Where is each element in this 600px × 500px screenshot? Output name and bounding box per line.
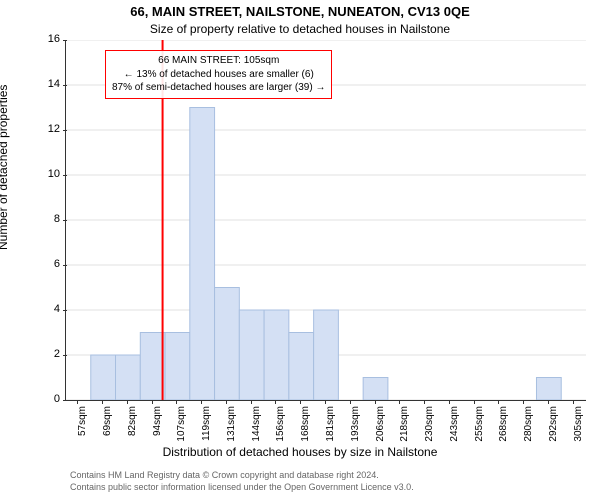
x-tick-label: 230sqm [424, 406, 435, 446]
x-tick-label: 107sqm [176, 406, 187, 446]
x-tick-label: 94sqm [152, 406, 163, 446]
x-tick-mark [102, 400, 103, 404]
y-tick-mark [63, 130, 67, 131]
x-tick-mark [424, 400, 425, 404]
x-tick-mark [548, 400, 549, 404]
x-tick-mark [350, 400, 351, 404]
x-tick-label: 82sqm [127, 406, 138, 446]
histogram-bar [264, 310, 289, 400]
annotation-line: 87% of semi-detached houses are larger (… [112, 81, 325, 95]
annotation-box: 66 MAIN STREET: 105sqm ← 13% of detached… [105, 50, 332, 99]
x-tick-mark [399, 400, 400, 404]
x-tick-label: 168sqm [300, 406, 311, 446]
x-tick-mark [275, 400, 276, 404]
x-tick-mark [300, 400, 301, 404]
x-tick-label: 268sqm [498, 406, 509, 446]
x-tick-label: 292sqm [548, 406, 559, 446]
x-tick-mark [573, 400, 574, 404]
x-tick-mark [498, 400, 499, 404]
x-tick-mark [127, 400, 128, 404]
histogram-bar [289, 333, 314, 401]
y-tick-mark [63, 220, 67, 221]
x-tick-mark [251, 400, 252, 404]
x-tick-mark [77, 400, 78, 404]
x-axis-label: Distribution of detached houses by size … [0, 445, 600, 459]
y-tick-label: 14 [30, 78, 60, 90]
chart-container: 66, MAIN STREET, NAILSTONE, NUNEATON, CV… [0, 0, 600, 500]
y-tick-mark [63, 355, 67, 356]
histogram-bar [91, 355, 116, 400]
y-tick-mark [63, 400, 67, 401]
histogram-bar [165, 333, 190, 401]
x-tick-mark [375, 400, 376, 404]
chart-title: 66, MAIN STREET, NAILSTONE, NUNEATON, CV… [0, 4, 600, 19]
y-tick-label: 16 [30, 33, 60, 45]
x-tick-label: 193sqm [350, 406, 361, 446]
y-tick-mark [63, 40, 67, 41]
x-tick-mark [201, 400, 202, 404]
x-tick-label: 305sqm [573, 406, 584, 446]
y-tick-label: 6 [30, 258, 60, 270]
histogram-bar [190, 108, 215, 401]
y-tick-mark [63, 310, 67, 311]
x-tick-label: 57sqm [77, 406, 88, 446]
y-axis-label: Number of detached properties [0, 85, 10, 250]
x-tick-label: 218sqm [399, 406, 410, 446]
histogram-bar [140, 333, 165, 401]
x-tick-label: 131sqm [226, 406, 237, 446]
footer-line: Contains public sector information licen… [70, 482, 414, 492]
x-tick-mark [226, 400, 227, 404]
chart-subtitle: Size of property relative to detached ho… [0, 22, 600, 36]
histogram-bar [116, 355, 141, 400]
x-tick-label: 144sqm [251, 406, 262, 446]
histogram-bar [314, 310, 339, 400]
y-tick-label: 0 [30, 393, 60, 405]
y-tick-label: 12 [30, 123, 60, 135]
x-tick-label: 255sqm [474, 406, 485, 446]
y-tick-mark [63, 175, 67, 176]
x-tick-mark [449, 400, 450, 404]
y-tick-label: 10 [30, 168, 60, 180]
annotation-line: ← 13% of detached houses are smaller (6) [112, 68, 325, 82]
x-tick-label: 181sqm [325, 406, 336, 446]
x-tick-mark [474, 400, 475, 404]
y-tick-label: 8 [30, 213, 60, 225]
x-tick-mark [176, 400, 177, 404]
x-tick-label: 119sqm [201, 406, 212, 446]
footer-line: Contains HM Land Registry data © Crown c… [70, 470, 379, 480]
y-tick-mark [63, 85, 67, 86]
histogram-bar [363, 378, 388, 401]
histogram-bar [239, 310, 264, 400]
x-tick-label: 243sqm [449, 406, 460, 446]
annotation-line: 66 MAIN STREET: 105sqm [112, 54, 325, 68]
histogram-bar [536, 378, 561, 401]
y-tick-mark [63, 265, 67, 266]
x-tick-label: 156sqm [275, 406, 286, 446]
x-tick-label: 280sqm [523, 406, 534, 446]
histogram-bar [215, 288, 240, 401]
x-tick-label: 69sqm [102, 406, 113, 446]
x-tick-label: 206sqm [375, 406, 386, 446]
y-tick-label: 2 [30, 348, 60, 360]
y-tick-label: 4 [30, 303, 60, 315]
x-tick-mark [152, 400, 153, 404]
x-tick-mark [523, 400, 524, 404]
x-tick-mark [325, 400, 326, 404]
